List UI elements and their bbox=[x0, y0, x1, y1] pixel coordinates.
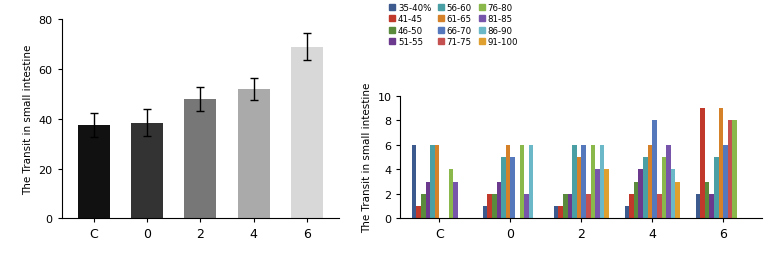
Y-axis label: The Transit in small intestine: The Transit in small intestine bbox=[362, 83, 372, 232]
Bar bbox=[511, 157, 515, 218]
Bar bbox=[554, 206, 558, 218]
Bar bbox=[638, 170, 643, 218]
Bar bbox=[572, 145, 577, 218]
Bar bbox=[421, 194, 426, 218]
Y-axis label: The Transit in small intestine: The Transit in small intestine bbox=[23, 44, 33, 194]
Bar bbox=[412, 145, 417, 218]
Bar bbox=[629, 194, 634, 218]
Bar bbox=[291, 47, 323, 218]
Bar bbox=[714, 157, 718, 218]
Bar bbox=[567, 194, 572, 218]
Bar bbox=[652, 121, 657, 218]
Bar bbox=[643, 157, 648, 218]
Bar bbox=[700, 109, 705, 218]
Bar bbox=[131, 123, 163, 218]
Bar bbox=[581, 145, 586, 218]
Bar bbox=[723, 145, 728, 218]
Bar bbox=[705, 182, 709, 218]
Bar bbox=[487, 194, 492, 218]
Bar bbox=[732, 121, 737, 218]
Bar bbox=[718, 109, 723, 218]
Bar bbox=[529, 145, 534, 218]
Bar bbox=[184, 100, 216, 218]
Bar bbox=[624, 206, 629, 218]
Bar bbox=[709, 194, 714, 218]
Bar bbox=[563, 194, 567, 218]
Bar bbox=[237, 90, 270, 218]
Bar bbox=[430, 145, 435, 218]
Bar bbox=[558, 206, 563, 218]
Bar bbox=[657, 194, 661, 218]
Bar bbox=[600, 145, 604, 218]
Bar bbox=[78, 125, 109, 218]
Bar bbox=[417, 206, 421, 218]
Bar bbox=[426, 182, 430, 218]
Bar bbox=[497, 182, 501, 218]
Bar bbox=[604, 170, 609, 218]
Bar bbox=[671, 170, 675, 218]
Bar bbox=[524, 194, 529, 218]
Bar bbox=[449, 170, 454, 218]
Bar bbox=[666, 145, 671, 218]
Bar bbox=[577, 157, 581, 218]
Bar bbox=[586, 194, 591, 218]
Bar bbox=[591, 145, 595, 218]
Bar bbox=[520, 145, 524, 218]
Bar bbox=[595, 170, 600, 218]
Bar bbox=[506, 145, 511, 218]
Bar bbox=[483, 206, 487, 218]
Bar bbox=[661, 157, 666, 218]
Bar bbox=[675, 182, 680, 218]
Bar bbox=[435, 145, 440, 218]
Bar bbox=[634, 182, 638, 218]
Bar bbox=[728, 121, 732, 218]
Legend: 35-40%, 41-45, 46-50, 51-55, 56-60, 61-65, 66-70, 71-75, 76-80, 81-85, 86-90, 91: 35-40%, 41-45, 46-50, 51-55, 56-60, 61-6… bbox=[390, 4, 518, 46]
Bar bbox=[695, 194, 700, 218]
Bar bbox=[454, 182, 458, 218]
Bar bbox=[501, 157, 506, 218]
Bar bbox=[648, 145, 652, 218]
Bar bbox=[492, 194, 497, 218]
